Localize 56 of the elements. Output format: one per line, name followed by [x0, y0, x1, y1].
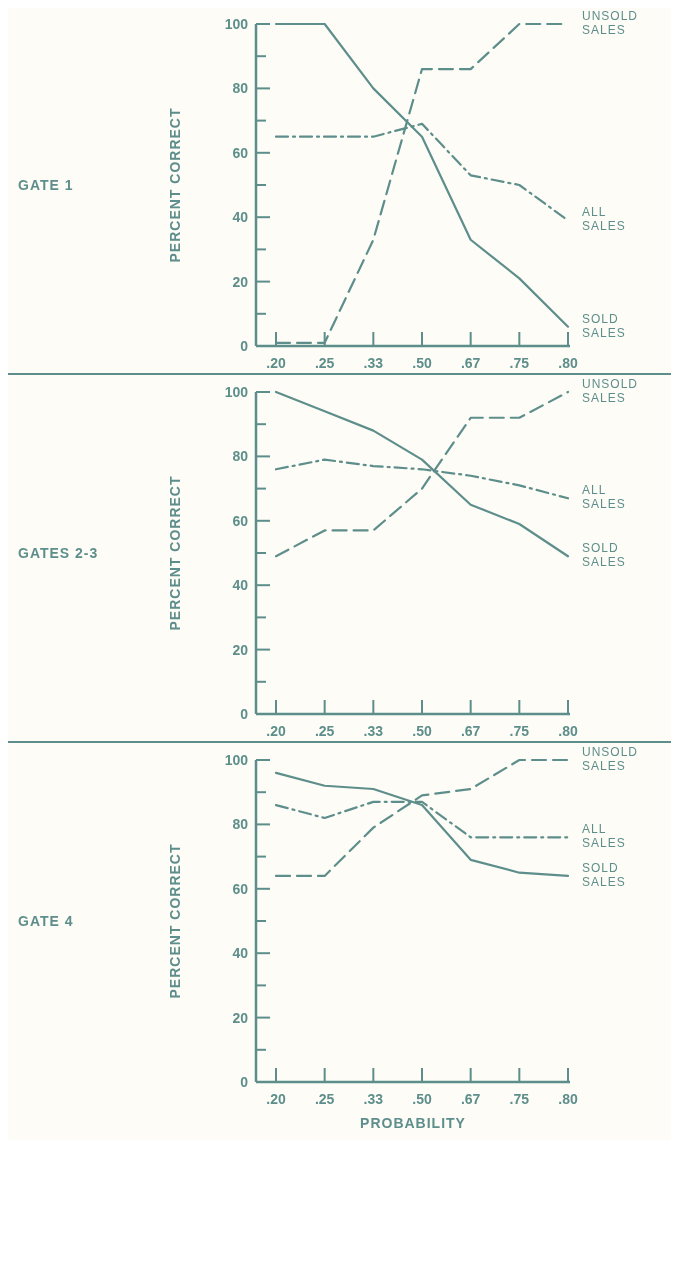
y-tick-label: 0: [240, 1074, 249, 1090]
y-tick-label: 40: [232, 209, 249, 226]
y-tick-label: 80: [232, 448, 249, 465]
y-tick-label: 20: [232, 273, 249, 290]
y-tick-label: 100: [224, 16, 249, 32]
series-label: ALL SALES: [582, 205, 626, 234]
text: GATES 2-3: [18, 545, 99, 561]
x-tick-label: .80: [558, 723, 578, 739]
y-axis-title: PERCENT CORRECT: [167, 843, 183, 999]
series-label: SOLD SALES: [582, 860, 626, 889]
y-tick-label: 0: [240, 706, 249, 722]
x-tick-label: .20: [266, 723, 286, 739]
series-label: UNSOLD SALES: [582, 9, 639, 37]
x-tick-label: .25: [314, 1091, 335, 1107]
x-tick-label: .33: [363, 1091, 384, 1107]
x-axis-title: PROBABILITY: [360, 1115, 466, 1131]
x-tick-label: .20: [266, 1091, 286, 1107]
x-tick-label: .25: [314, 355, 335, 371]
series-label: UNSOLD SALES: [582, 377, 639, 405]
series-label: ALL SALES: [582, 483, 626, 512]
x-tick-label: .20: [266, 355, 286, 371]
text: GATE 1: [18, 177, 74, 193]
line-series: [274, 390, 570, 558]
y-tick-label: 20: [232, 641, 249, 658]
y-tick-label: 80: [232, 80, 249, 97]
y-tick-label: 100: [224, 752, 249, 768]
y-axis-title: PERCENT CORRECT: [167, 107, 183, 263]
y-tick-label: 60: [232, 880, 249, 897]
series-label: SOLD SALES: [582, 541, 626, 570]
x-tick-label: .80: [558, 1091, 578, 1107]
x-tick-label: .67: [460, 1091, 481, 1107]
y-tick-label: 40: [232, 577, 249, 594]
y-tick-label: 0: [240, 338, 249, 354]
y-axis-title: PERCENT CORRECT: [167, 475, 183, 631]
y-tick-label: 80: [232, 816, 249, 833]
x-tick-label: .75: [509, 355, 530, 371]
y-tick-label: 40: [232, 945, 249, 962]
y-tick-label: 60: [232, 144, 249, 161]
x-tick-label: .50: [412, 723, 432, 739]
y-tick-label: 100: [224, 384, 249, 400]
x-tick-label: .67: [460, 723, 481, 739]
text: GATE 4: [18, 913, 74, 929]
series-label: ALL SALES: [582, 822, 626, 851]
series-label: UNSOLD SALES: [582, 745, 639, 773]
y-tick-label: 20: [232, 1009, 249, 1026]
y-tick-label: 60: [232, 512, 249, 529]
x-tick-label: .75: [509, 723, 530, 739]
x-tick-label: .25: [314, 723, 335, 739]
x-tick-label: .33: [363, 355, 384, 371]
x-tick-label: .75: [509, 1091, 530, 1107]
x-tick-label: .33: [363, 723, 384, 739]
series-label: SOLD SALES: [582, 311, 626, 340]
x-tick-label: .50: [412, 1091, 432, 1107]
x-tick-label: .50: [412, 355, 432, 371]
x-tick-label: .67: [460, 355, 481, 371]
x-tick-label: .80: [558, 355, 578, 371]
